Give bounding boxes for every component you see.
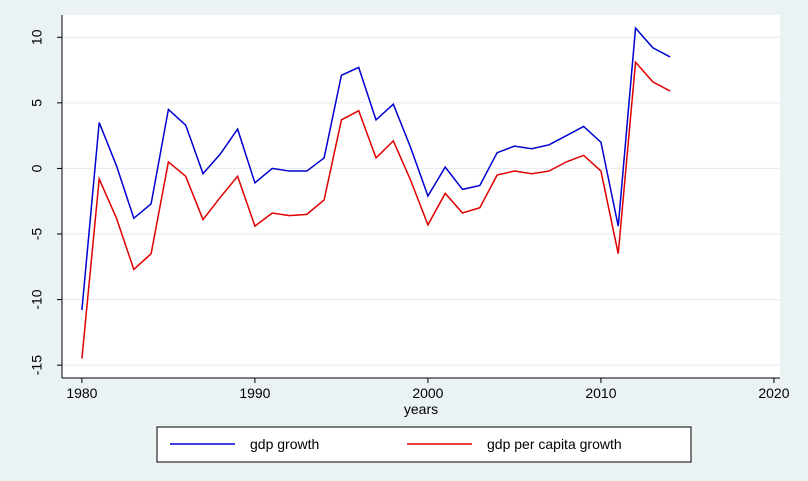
legend-label: gdp per capita growth	[487, 436, 622, 452]
y-tick-label: 5	[29, 99, 45, 107]
line-series	[81, 60, 671, 359]
y-tick-label: 10	[29, 29, 45, 45]
x-tick-label: 1990	[239, 385, 270, 401]
plot-area	[62, 15, 780, 378]
y-tick-label: -10	[29, 289, 45, 309]
y-tick-label: 0	[29, 164, 45, 172]
y-tick-label: -15	[29, 355, 45, 375]
x-tick-label: 2010	[585, 385, 616, 401]
x-axis-label: years	[404, 401, 438, 417]
x-tick-label: 2020	[758, 385, 789, 401]
y-tick-label: -5	[29, 228, 45, 241]
x-tick-label: 1980	[66, 385, 97, 401]
x-tick-label: 2000	[412, 385, 443, 401]
legend-label: gdp growth	[250, 436, 319, 452]
line-series	[81, 26, 671, 311]
